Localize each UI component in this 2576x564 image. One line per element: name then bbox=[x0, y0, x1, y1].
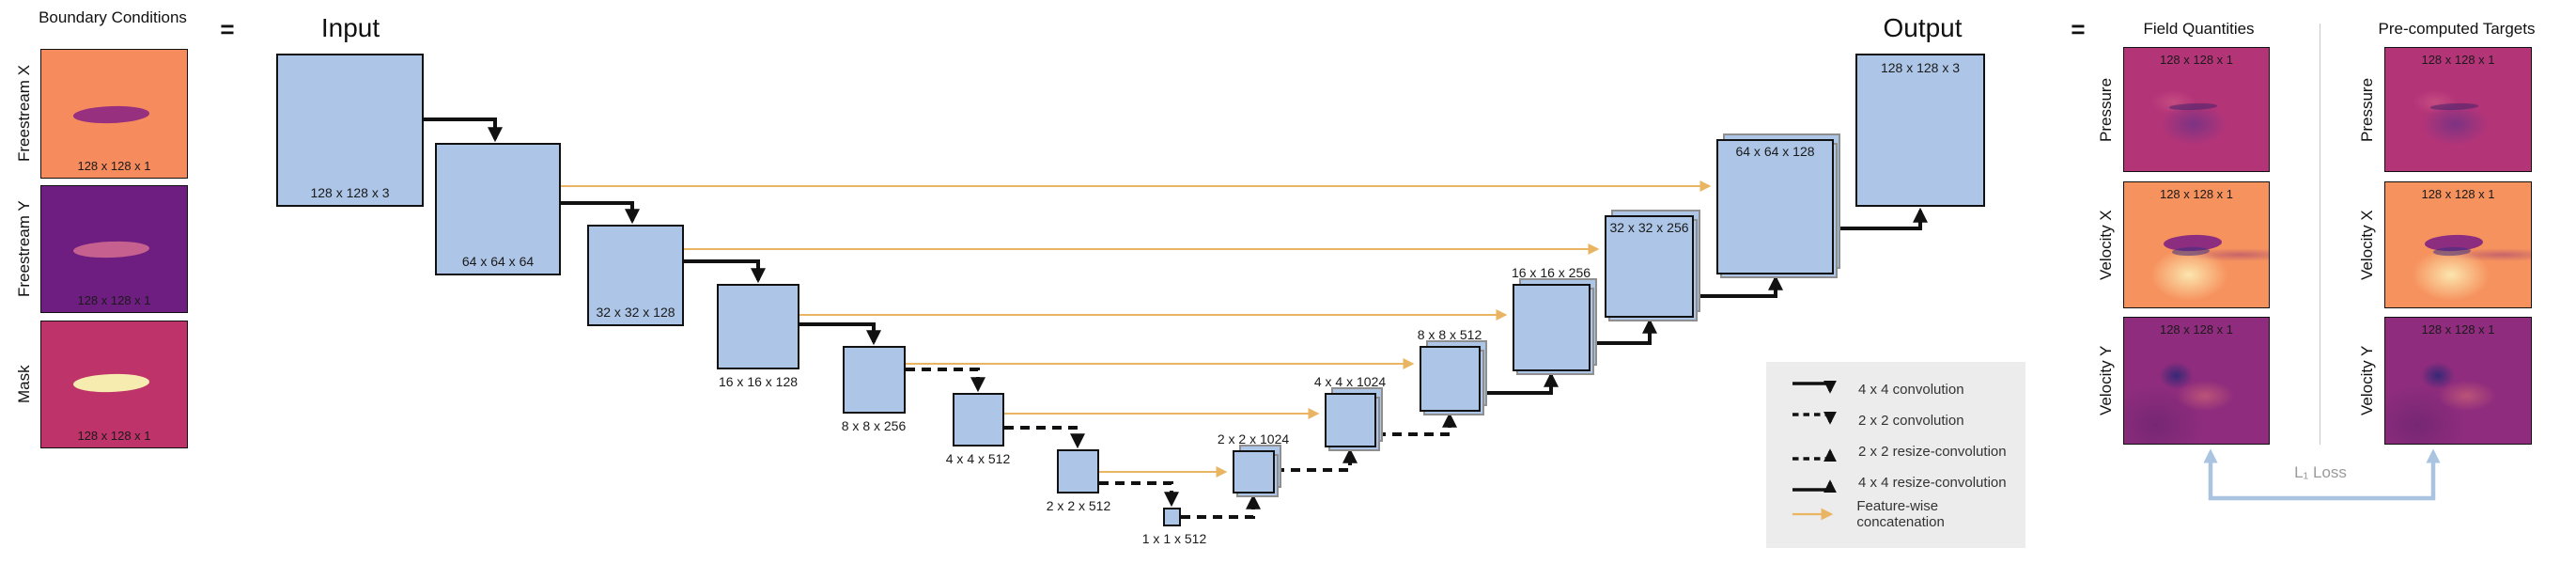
equals-sign-left: = bbox=[220, 15, 235, 43]
decoder-dim: 32 x 32 x 256 bbox=[1609, 220, 1689, 235]
legend-row: Feature-wise concatenation bbox=[1787, 498, 2025, 530]
encoder-dim: 8 x 8 x 256 bbox=[841, 418, 907, 433]
concat-arrows bbox=[561, 180, 1712, 478]
conv-4x4-icon bbox=[1792, 380, 1837, 394]
legend-row: 2 x 2 resize-convolution bbox=[1787, 439, 2025, 464]
decoder-box-64: 64 x 64 x 128 bbox=[1716, 133, 1840, 278]
target-pressure-image: 128 x 128 x 1 bbox=[2384, 47, 2532, 172]
mask-label: Mask bbox=[15, 365, 33, 404]
conv-2x2-arrows bbox=[906, 368, 1179, 508]
field-velocity-x-image: 128 x 128 x 1 bbox=[2123, 181, 2270, 308]
legend-label: 2 x 2 convolution bbox=[1858, 413, 1964, 429]
pressure-label: Pressure bbox=[2097, 77, 2115, 142]
freestream-y-label: Freestream Y bbox=[15, 200, 33, 298]
encoder-dim: 4 x 4 x 512 bbox=[945, 451, 1011, 466]
encoder-dim: 64 x 64 x 64 bbox=[461, 254, 535, 269]
decoder-dim: 2 x 2 x 1024 bbox=[1217, 431, 1290, 446]
target-velocity-x-image: 128 x 128 x 1 bbox=[2384, 181, 2532, 308]
velocity-x-label: Velocity X bbox=[2097, 210, 2115, 280]
encoder-box-64: 64 x 64 x 64 bbox=[435, 143, 561, 275]
equals-sign-right: = bbox=[2071, 15, 2086, 43]
precomputed-targets-title: Pre-computed Targets bbox=[2378, 20, 2536, 38]
decoder-box-32: 32 x 32 x 256 bbox=[1605, 210, 1700, 321]
velocity-x-label: Velocity X bbox=[2358, 210, 2376, 280]
freestream-x-label: Freestream X bbox=[15, 65, 33, 163]
input-box: 128 x 128 x 3 bbox=[276, 54, 424, 207]
mask-image: 128 x 128 x 1 bbox=[40, 321, 188, 448]
legend-row: 4 x 4 convolution bbox=[1787, 377, 2025, 402]
airfoil-shape bbox=[72, 240, 149, 259]
encoder-dim: 2 x 2 x 512 bbox=[1046, 498, 1111, 513]
resize-4x4-arrows bbox=[1481, 207, 1928, 395]
airfoil-shape bbox=[2168, 102, 2217, 111]
resize-4x4-icon bbox=[1792, 478, 1837, 493]
image-dim: 128 x 128 x 1 bbox=[2159, 322, 2234, 337]
encoder-box-8 bbox=[843, 346, 906, 414]
image-dim: 128 x 128 x 1 bbox=[2159, 53, 2234, 67]
bottleneck-dim: 1 x 1 x 512 bbox=[1141, 531, 1207, 546]
airfoil-shape bbox=[2429, 102, 2479, 111]
image-dim: 128 x 128 x 1 bbox=[2421, 322, 2495, 337]
concat-arrow-icon bbox=[1792, 508, 1834, 520]
decoder-box-8 bbox=[1420, 340, 1487, 415]
velocity-y-label: Velocity Y bbox=[2097, 345, 2115, 416]
encoder-box-16 bbox=[717, 284, 799, 369]
target-velocity-y-image: 128 x 128 x 1 bbox=[2384, 317, 2532, 445]
resize-2x2-icon bbox=[1792, 447, 1837, 462]
encoder-box-4 bbox=[953, 393, 1004, 446]
image-dim: 128 x 128 x 1 bbox=[2421, 53, 2495, 67]
mask-dim: 128 x 128 x 1 bbox=[77, 429, 151, 443]
legend-label: Feature-wise concatenation bbox=[1856, 497, 1945, 530]
output-box: 128 x 128 x 3 bbox=[1855, 54, 1985, 207]
freestream-y-image: 128 x 128 x 1 bbox=[40, 185, 188, 313]
field-pressure-image: 128 x 128 x 1 bbox=[2123, 47, 2270, 172]
legend-label: 4 x 4 resize-convolution bbox=[1858, 475, 2007, 491]
image-dim: 128 x 128 x 1 bbox=[2421, 187, 2495, 201]
encoder-box-2 bbox=[1057, 449, 1099, 494]
freestream-x-image: 128 x 128 x 1 bbox=[40, 49, 188, 179]
input-dim: 128 x 128 x 3 bbox=[310, 185, 390, 200]
pressure-label: Pressure bbox=[2358, 77, 2376, 142]
output-dim: 128 x 128 x 3 bbox=[1880, 60, 1961, 75]
conv-2x2-icon bbox=[1792, 411, 1837, 425]
legend-label: 2 x 2 resize-convolution bbox=[1858, 444, 2007, 460]
output-title: Output bbox=[1883, 13, 1963, 42]
l1-loss-bracket bbox=[2203, 448, 2441, 501]
legend-row: 2 x 2 convolution bbox=[1787, 408, 2025, 433]
legend: 4 x 4 convolution 2 x 2 convolution 2 x … bbox=[1766, 362, 2025, 548]
freestream-y-dim: 128 x 128 x 1 bbox=[77, 293, 151, 307]
image-dim: 128 x 128 x 1 bbox=[2159, 187, 2234, 201]
field-quantities-title: Field Quantities bbox=[2143, 20, 2255, 38]
resize-2x2-arrows bbox=[1181, 412, 1457, 519]
velocity-y-label: Velocity Y bbox=[2358, 345, 2376, 416]
legend-row: 4 x 4 resize-convolution bbox=[1787, 470, 2025, 495]
decoder-dim: 64 x 64 x 128 bbox=[1735, 144, 1815, 159]
encoder-box-32: 32 x 32 x 128 bbox=[587, 225, 684, 326]
decoder-dim: 16 x 16 x 256 bbox=[1511, 265, 1591, 280]
freestream-x-dim: 128 x 128 x 1 bbox=[77, 159, 151, 173]
decoder-box-16 bbox=[1513, 278, 1597, 375]
encoder-dim: 16 x 16 x 128 bbox=[718, 374, 799, 389]
conv-4x4-arrows bbox=[424, 118, 881, 346]
airfoil-shape bbox=[72, 104, 149, 124]
field-velocity-y-image: 128 x 128 x 1 bbox=[2123, 317, 2270, 445]
input-title: Input bbox=[320, 13, 380, 42]
bottleneck-box-1 bbox=[1163, 508, 1181, 526]
boundary-conditions-title: Boundary Conditions bbox=[39, 8, 187, 26]
airfoil-shadow bbox=[2171, 246, 2210, 258]
legend-label: 4 x 4 convolution bbox=[1858, 382, 1964, 398]
airfoil-shape bbox=[72, 372, 149, 394]
decoder-box-4 bbox=[1325, 387, 1383, 451]
decoder-box-2 bbox=[1233, 445, 1281, 497]
airfoil-shadow bbox=[2432, 246, 2472, 258]
encoder-dim: 32 x 32 x 128 bbox=[596, 305, 675, 320]
decoder-dim: 8 x 8 x 512 bbox=[1417, 327, 1482, 342]
decoder-dim: 4 x 4 x 1024 bbox=[1313, 374, 1387, 389]
l1-loss-label: L₁ Loss bbox=[2294, 463, 2347, 481]
